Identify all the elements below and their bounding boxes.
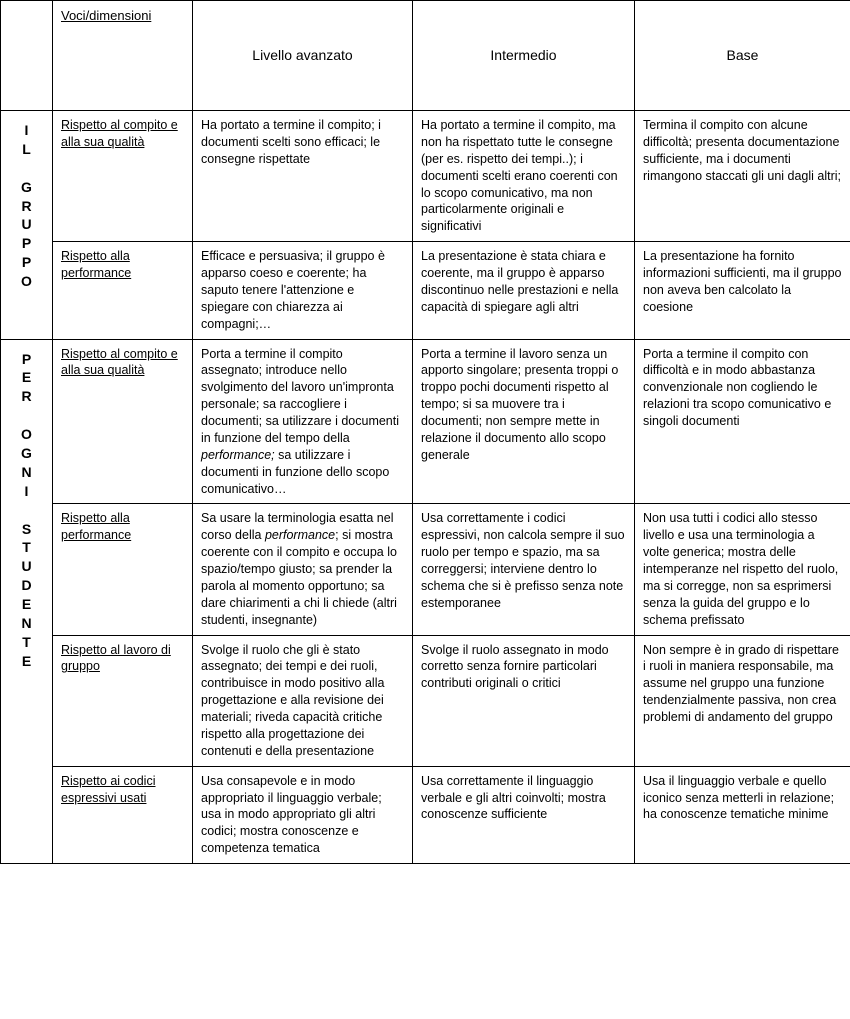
cell-1-2-1: Svolge il ruolo assegnato in modo corret… [413, 635, 635, 766]
cell-1-1-0: Sa usare la terminologia esatta nel cors… [193, 504, 413, 635]
cell-1-0-1: Porta a termine il lavoro senza un appor… [413, 339, 635, 504]
section-label-0: IL GRUPPO [1, 111, 53, 340]
cell-1-3-0: Usa consapevole e in modo appropriato il… [193, 766, 413, 863]
cell-0-0-1: Ha portato a termine il compito, ma non … [413, 111, 635, 242]
cell-1-1-1: Usa correttamente i codici espressivi, n… [413, 504, 635, 635]
cell-0-0-2: Termina il compito con alcune difficoltà… [635, 111, 850, 242]
rubric-table: Voci/dimensioniLivello avanzatoIntermedi… [0, 0, 850, 864]
dimension-0-0: Rispetto al compito e alla sua qualità [53, 111, 193, 242]
cell-1-3-1: Usa correttamente il linguaggio verbale … [413, 766, 635, 863]
dimension-1-2: Rispetto al lavoro di gruppo [53, 635, 193, 766]
header-blank [1, 1, 53, 111]
cell-1-0-2: Porta a termine il compito con difficolt… [635, 339, 850, 504]
cell-1-1-2: Non usa tutti i codici allo stesso livel… [635, 504, 850, 635]
dimension-0-1: Rispetto alla performance [53, 242, 193, 339]
cell-0-1-0: Efficace e persuasiva; il gruppo è appar… [193, 242, 413, 339]
section-label-1: PER OGNI STUDENTE [1, 339, 53, 864]
cell-1-3-2: Usa il linguaggio verbale e quello iconi… [635, 766, 850, 863]
cell-0-1-1: La presentazione è stata chiara e coeren… [413, 242, 635, 339]
cell-1-0-0: Porta a termine il compito assegnato; in… [193, 339, 413, 504]
header-voci: Voci/dimensioni [53, 1, 193, 111]
dimension-1-1: Rispetto alla performance [53, 504, 193, 635]
header-level-2: Base [635, 1, 850, 111]
header-level-0: Livello avanzato [193, 1, 413, 111]
dimension-1-3: Rispetto ai codici espressivi usati [53, 766, 193, 863]
header-level-1: Intermedio [413, 1, 635, 111]
cell-0-1-2: La presentazione ha fornito informazioni… [635, 242, 850, 339]
dimension-1-0: Rispetto al compito e alla sua qualità [53, 339, 193, 504]
cell-0-0-0: Ha portato a termine il compito; i docum… [193, 111, 413, 242]
cell-1-2-2: Non sempre è in grado di rispettare i ru… [635, 635, 850, 766]
cell-1-2-0: Svolge il ruolo che gli è stato assegnat… [193, 635, 413, 766]
